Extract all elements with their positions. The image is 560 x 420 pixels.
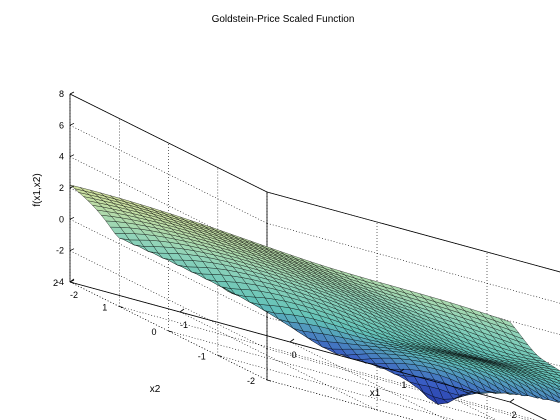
chart-title: Goldstein-Price Scaled Function	[212, 14, 355, 25]
z-tick-label: -4	[56, 277, 64, 287]
tick-mark	[266, 379, 272, 382]
grid-line	[266, 348, 530, 420]
x-tick-label: 1	[401, 380, 406, 390]
grid-line	[179, 311, 378, 411]
tick-mark	[289, 338, 295, 343]
tick-mark	[119, 306, 124, 308]
grid-line	[69, 250, 268, 349]
x-axis-label: x1	[370, 388, 381, 399]
tick-mark	[69, 91, 75, 95]
z-tick-label: 4	[59, 152, 64, 162]
z-tick-label: 8	[59, 89, 64, 99]
tick-mark	[399, 368, 405, 373]
y-tick-label: 0	[151, 327, 156, 337]
x-tick-label: -1	[180, 320, 188, 330]
tick-mark	[69, 248, 75, 252]
z-tick-label: -2	[56, 246, 64, 256]
grid-line	[509, 401, 547, 420]
tick-mark	[509, 398, 515, 403]
grid-line	[69, 125, 268, 224]
grid-line	[69, 281, 268, 381]
grid-line	[69, 219, 268, 318]
surface-mesh	[69, 184, 560, 405]
x-tick-label: -2	[70, 290, 78, 300]
z-tick-label: 6	[59, 120, 64, 130]
tick-mark	[69, 122, 75, 126]
box-edge	[509, 401, 548, 420]
x-tick-label: 2	[511, 410, 516, 420]
y-tick-label: 1	[102, 303, 107, 313]
x-tick-label: 0	[291, 350, 296, 360]
grid-line	[69, 93, 268, 193]
tick-mark	[69, 154, 75, 158]
z-tick-label: 0	[59, 214, 64, 224]
tick-mark	[217, 355, 222, 357]
tick-mark	[69, 281, 75, 284]
z-axis-label: f(x1,x2)	[32, 173, 43, 206]
tick-mark	[69, 279, 75, 283]
grid-line	[119, 306, 537, 420]
y-tick-label: -1	[198, 352, 206, 362]
grid-line	[266, 191, 560, 273]
z-tick-label: 2	[59, 183, 64, 193]
y-axis-label: x2	[150, 384, 161, 395]
tick-mark	[69, 216, 75, 220]
grid-line	[217, 355, 456, 420]
tick-mark	[168, 330, 173, 333]
y-tick-label: 2	[53, 278, 58, 288]
tick-mark	[179, 308, 185, 313]
y-tick-label: -2	[247, 376, 255, 386]
grid-line	[168, 330, 496, 420]
grid-line	[289, 341, 448, 420]
tick-mark	[69, 185, 75, 189]
grid-line	[266, 223, 560, 304]
